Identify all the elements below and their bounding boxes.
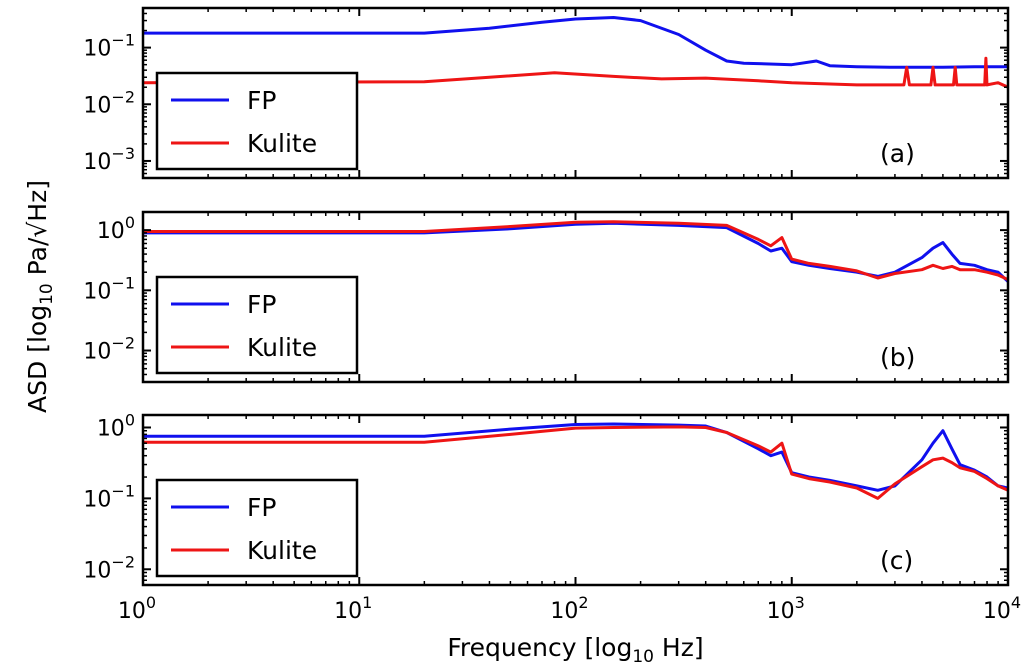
- legend: FP Kulite: [155, 478, 359, 578]
- panel-1: 10−3 10−2 10−1 FP Kulite (a): [83, 6, 1010, 180]
- legend-label-fp: FP: [247, 86, 276, 115]
- legend-box: [155, 478, 359, 578]
- series-line-kulite: [143, 425, 1008, 500]
- legend-label-kulite: Kulite: [247, 536, 317, 565]
- y-tick-label: 10−1: [83, 273, 135, 304]
- panel-label: (b): [880, 343, 915, 372]
- legend: FP Kulite: [155, 71, 359, 171]
- panel-label: (a): [880, 139, 915, 168]
- y-tick-label: 100: [97, 410, 135, 441]
- series-line-fp: [143, 221, 1008, 283]
- series-line-kulite: [143, 220, 1008, 282]
- legend-label-fp: FP: [247, 290, 276, 319]
- y-axis-title: ASD [log10 Pa/√Hz]: [23, 180, 57, 413]
- y-tick-label: 10−2: [83, 334, 135, 365]
- y-tick-label: 10−1: [83, 31, 135, 62]
- series-line-kulite: [143, 56, 1008, 89]
- x-tick-label: 102: [550, 593, 588, 624]
- series-line-fp: [143, 422, 1008, 492]
- panel-3: 10−2 10−1 100 FP Kulite (c): [83, 410, 1010, 587]
- legend-box: [155, 275, 359, 375]
- x-tick-label: 103: [767, 593, 805, 624]
- x-tick-label: 101: [334, 593, 372, 624]
- legend-label-kulite: Kulite: [247, 333, 317, 362]
- legend: FP Kulite: [155, 275, 359, 375]
- legend-label-fp: FP: [247, 493, 276, 522]
- y-tick-label: 10−3: [83, 144, 135, 175]
- panel-label: (c): [880, 546, 913, 575]
- legend-box: [155, 71, 359, 171]
- y-tick-label: 10−2: [83, 87, 135, 118]
- x-tick-label: 104: [983, 593, 1021, 624]
- y-tick-label: 10−2: [83, 552, 135, 583]
- x-tick-label: 100: [118, 593, 156, 624]
- y-tick-label: 10−1: [83, 481, 135, 512]
- panel-2: 10−2 10−1 100 FP Kulite (b): [83, 210, 1010, 384]
- legend-label-kulite: Kulite: [247, 129, 317, 158]
- y-tick-label: 100: [97, 213, 135, 244]
- x-axis-title: Frequency [log10 Hz]: [447, 633, 703, 666]
- series-line-fp: [143, 16, 1008, 69]
